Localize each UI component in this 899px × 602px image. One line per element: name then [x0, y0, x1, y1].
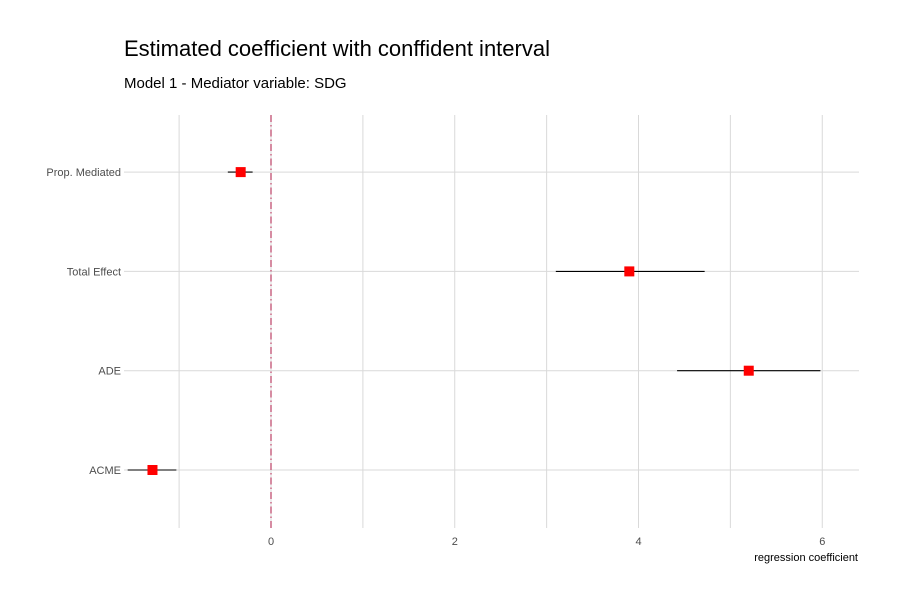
- y-tick-label: Prop. Mediated: [46, 167, 121, 179]
- x-axis-title: regression coefficient: [754, 552, 858, 564]
- x-tick-label: 6: [819, 536, 825, 548]
- chart-subtitle: Model 1 - Mediator variable: SDG: [124, 75, 347, 92]
- grid-lines: [124, 115, 859, 528]
- estimate-point: [624, 266, 635, 277]
- estimate-point: [147, 465, 158, 475]
- y-tick-label: ACME: [89, 465, 121, 477]
- y-tick-label: Total Effect: [67, 266, 121, 278]
- x-tick-label: 2: [452, 536, 458, 548]
- x-tick-label: 4: [635, 536, 641, 548]
- chart-title: Estimated coefficient with conffident in…: [124, 36, 550, 61]
- y-tick-label: ADE: [98, 366, 121, 378]
- estimate-point: [743, 365, 754, 376]
- estimate-point: [235, 167, 246, 178]
- data-marks: [127, 167, 821, 475]
- axis-labels: ACME ADE Total Effect Prop. Mediated 0 2 4 6: [46, 167, 825, 548]
- x-tick-label: 0: [268, 536, 274, 548]
